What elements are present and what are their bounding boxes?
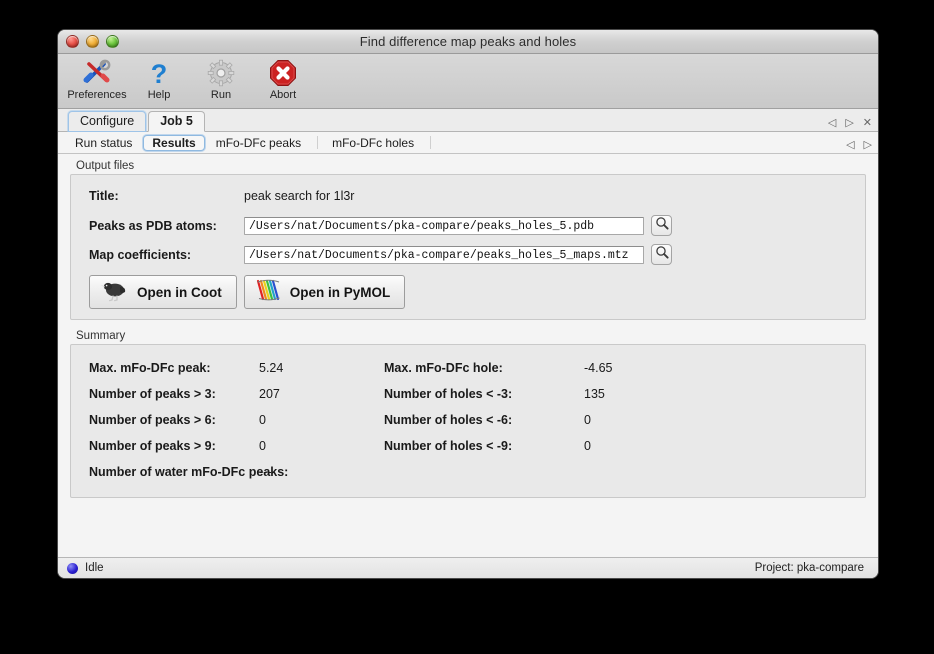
toolbar-label-preferences: Preferences — [67, 89, 127, 101]
results-tab-nav: ◁ ▷ — [846, 138, 872, 151]
results-tab-prev-icon[interactable]: ◁ — [846, 139, 855, 151]
summary-value: 0 — [259, 439, 266, 453]
job-tab-next-icon[interactable]: ▷ — [845, 117, 854, 129]
toolbar-button-preferences[interactable]: Preferences — [66, 56, 128, 101]
open-in-coot-label: Open in Coot — [137, 284, 222, 300]
output-files-group-title: Output files — [76, 160, 135, 172]
window-controls — [66, 35, 119, 48]
toolbar: Preferences ? Help — [58, 54, 878, 109]
summary-value: -4.65 — [584, 361, 613, 375]
tab-configure[interactable]: Configure — [68, 111, 147, 132]
map-coefficients-label: Map coefficients: — [89, 247, 192, 262]
viewer-buttons-row: Open in Coot — [71, 269, 865, 319]
pymol-ribbon-icon — [255, 278, 283, 307]
application-window: Find difference map peaks and holes — [58, 30, 878, 578]
summary-label: Max. mFo-DFc hole: — [384, 361, 503, 375]
question-mark-icon: ? — [142, 58, 176, 88]
summary-label: Number of holes < -6: — [384, 413, 513, 427]
summary-label: Number of peaks > 9: — [89, 439, 216, 453]
window-title: Find difference map peaks and holes — [359, 34, 577, 49]
summary-value: 135 — [584, 387, 605, 401]
status-bar: Idle Project: pka-compare — [58, 557, 878, 578]
zoom-window-button[interactable] — [106, 35, 119, 48]
tab-run-status[interactable]: Run status — [75, 135, 133, 150]
title-bar: Find difference map peaks and holes — [58, 30, 878, 54]
tab-results[interactable]: Results — [143, 134, 205, 151]
summary-label: Number of water mFo-DFc peaks: — [89, 465, 289, 479]
tab-job-5[interactable]: Job 5 — [148, 111, 205, 132]
results-tab-next-icon[interactable]: ▷ — [863, 139, 872, 151]
peaks-pdb-row: Peaks as PDB atoms: /Users/nat/Documents… — [71, 211, 865, 240]
peaks-pdb-browse-button[interactable] — [651, 215, 672, 236]
open-in-coot-button[interactable]: Open in Coot — [89, 275, 237, 309]
minimize-window-button[interactable] — [86, 35, 99, 48]
summary-value: --- — [259, 465, 272, 479]
summary-label — [384, 459, 584, 485]
tab-mfo-dfc-holes[interactable]: mFo-DFc holes — [332, 135, 415, 150]
status-indicator-icon — [67, 562, 78, 574]
gear-icon — [204, 58, 238, 88]
summary-value: 0 — [584, 413, 591, 427]
summary-grid: Max. mFo-DFc peak: 5.24 Max. mFo-DFc hol… — [71, 345, 865, 497]
title-value: peak search for 1l3r — [244, 189, 355, 203]
peaks-pdb-input[interactable]: /Users/nat/Documents/pka-compare/peaks_h… — [244, 216, 644, 235]
summary-label: Max. mFo-DFc peak: — [89, 361, 211, 375]
tab-separator — [430, 136, 432, 149]
summary-group: Summary Max. mFo-DFc peak: 5.24 Max. mFo… — [70, 330, 866, 498]
summary-group-title: Summary — [76, 330, 126, 342]
toolbar-label-help: Help — [147, 89, 171, 101]
job-tab-nav: ◁ ▷ ✕ — [828, 116, 872, 129]
toolbar-button-abort[interactable]: Abort — [252, 56, 314, 101]
summary-label: Number of holes < -3: — [384, 387, 513, 401]
output-files-box: Title: peak search for 1l3r Peaks as PDB… — [70, 174, 866, 320]
output-files-group: Output files Title: peak search for 1l3r… — [70, 160, 866, 320]
svg-text:?: ? — [151, 59, 168, 87]
summary-value — [584, 459, 865, 485]
title-row: Title: peak search for 1l3r — [71, 175, 865, 211]
project-name: Project: pka-compare — [754, 562, 864, 574]
summary-label: Number of peaks > 3: — [89, 387, 216, 401]
content-area: Run status Results mFo-DFc peaks mFo-DFc… — [58, 132, 878, 557]
tools-icon — [80, 58, 114, 88]
tab-mfo-dfc-peaks[interactable]: mFo-DFc peaks — [215, 135, 302, 150]
magnifier-icon — [655, 245, 669, 264]
close-window-button[interactable] — [66, 35, 79, 48]
job-tab-close-icon[interactable]: ✕ — [862, 117, 872, 129]
summary-value: 207 — [259, 387, 280, 401]
toolbar-label-run: Run — [210, 89, 232, 101]
open-in-pymol-button[interactable]: Open in PyMOL — [243, 275, 406, 309]
status-text: Idle — [85, 562, 104, 574]
tab-separator — [317, 136, 319, 149]
map-coefficients-browse-button[interactable] — [651, 244, 672, 265]
summary-label: Number of holes < -9: — [384, 439, 513, 453]
map-coefficients-input[interactable]: /Users/nat/Documents/pka-compare/peaks_h… — [244, 245, 644, 264]
summary-box: Max. mFo-DFc peak: 5.24 Max. mFo-DFc hol… — [70, 344, 866, 498]
toolbar-button-run[interactable]: Run — [190, 56, 252, 101]
title-label: Title: — [89, 189, 119, 203]
results-panel: Output files Title: peak search for 1l3r… — [58, 154, 878, 557]
map-coefficients-row: Map coefficients: /Users/nat/Documents/p… — [71, 240, 865, 269]
stop-x-icon — [266, 58, 300, 88]
summary-value: 0 — [584, 439, 591, 453]
toolbar-button-help[interactable]: ? Help — [128, 56, 190, 101]
job-tab-prev-icon[interactable]: ◁ — [827, 117, 837, 129]
toolbar-label-abort: Abort — [269, 89, 297, 101]
summary-value: 5.24 — [259, 361, 284, 375]
summary-label: Number of peaks > 6: — [89, 413, 216, 427]
peaks-pdb-label: Peaks as PDB atoms: — [89, 218, 217, 233]
job-tab-bar: Configure Job 5 ◁ ▷ ✕ — [58, 109, 878, 132]
magnifier-icon — [655, 216, 669, 235]
summary-value: 0 — [259, 413, 266, 427]
coot-bird-icon — [100, 278, 130, 307]
results-tab-bar: Run status Results mFo-DFc peaks mFo-DFc… — [58, 132, 878, 154]
open-in-pymol-label: Open in PyMOL — [289, 284, 391, 300]
